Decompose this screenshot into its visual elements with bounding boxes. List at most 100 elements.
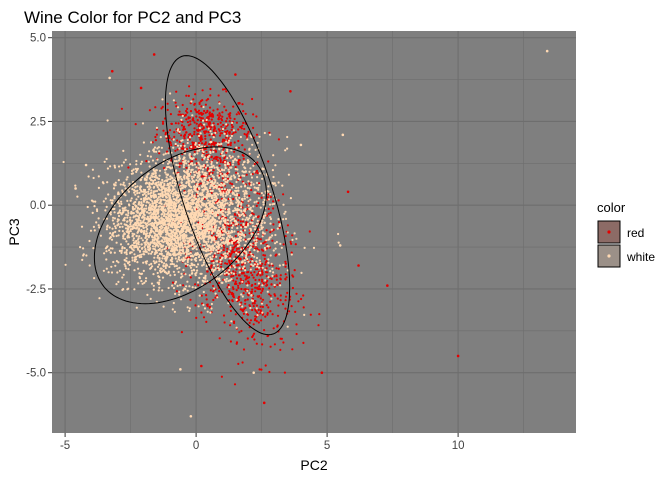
data-point-red (275, 278, 278, 281)
data-point-white (251, 254, 254, 257)
data-point-white (140, 272, 143, 276)
data-point-white (88, 264, 91, 267)
data-point-white (196, 190, 199, 193)
data-point-red (212, 169, 215, 172)
data-point-red (286, 291, 289, 294)
data-point-red (269, 294, 272, 297)
data-point-white (103, 160, 106, 163)
data-point-white (175, 160, 178, 163)
data-point-white (196, 175, 199, 178)
data-point-white (209, 189, 212, 192)
data-point-red (318, 313, 321, 316)
data-point-white (295, 237, 298, 240)
data-point-white (261, 284, 264, 287)
data-point-white (264, 214, 267, 217)
data-point-red (166, 108, 169, 111)
data-point-white (167, 188, 171, 191)
data-point-white (169, 178, 172, 181)
data-point-white (138, 249, 142, 253)
data-point-red (261, 305, 264, 308)
data-point-white (145, 194, 148, 197)
data-point-red (234, 217, 237, 220)
data-point-white (215, 249, 218, 252)
data-point-white (149, 247, 152, 250)
data-point-white (185, 285, 188, 288)
data-point-white (151, 250, 154, 254)
data-point-white (128, 260, 131, 263)
data-point-red (186, 107, 189, 110)
data-point-red (309, 313, 312, 316)
data-point-white (135, 210, 138, 213)
data-point-red (284, 265, 287, 268)
data-point-white (146, 238, 149, 241)
data-point-white (188, 136, 192, 139)
data-point-white (131, 235, 134, 238)
data-point-white (178, 249, 182, 252)
data-point-white (185, 226, 188, 229)
data-point-white (213, 243, 216, 246)
data-point-white (158, 263, 161, 266)
data-point-red (200, 142, 204, 145)
data-point-white (233, 239, 236, 242)
data-point-white (148, 150, 151, 153)
data-point-red (245, 276, 248, 279)
data-point-white (148, 212, 151, 215)
data-point-white (191, 254, 194, 257)
data-point-white (162, 241, 165, 244)
data-point-white (137, 228, 140, 231)
data-point-white (160, 224, 163, 228)
data-point-red (201, 138, 204, 141)
data-point-white (134, 186, 137, 189)
data-point-white (152, 194, 155, 197)
data-point-white (152, 284, 155, 287)
data-point-red (203, 109, 206, 113)
data-point-white (263, 232, 266, 235)
data-point-white (131, 244, 134, 247)
data-point-white (135, 244, 138, 247)
data-point-white (187, 202, 190, 205)
data-point-white (136, 192, 139, 195)
data-point-white (282, 203, 285, 206)
data-point-white (233, 257, 236, 260)
data-point-white (216, 232, 219, 235)
data-point-red (238, 274, 241, 277)
data-point-white (147, 223, 151, 226)
data-point-white (186, 306, 189, 309)
data-point-white (221, 256, 224, 259)
data-point-red (261, 298, 265, 301)
data-point-white (217, 176, 220, 179)
data-point-white (201, 235, 204, 238)
data-point-white (176, 267, 179, 270)
data-point-white (196, 269, 199, 272)
data-point-white (173, 198, 176, 201)
data-point-white (195, 271, 198, 274)
data-point-red (231, 300, 234, 303)
data-point-white (170, 207, 173, 210)
data-point-white (256, 141, 259, 144)
data-point-white (89, 229, 93, 232)
data-point-white (179, 144, 182, 147)
data-point-white (214, 292, 217, 295)
data-point-white (165, 176, 168, 179)
data-point-white (232, 185, 235, 188)
data-point-red (247, 282, 251, 285)
data-point-white (161, 178, 164, 182)
data-point-white (191, 272, 194, 275)
data-point-white (181, 237, 184, 240)
data-point-white (123, 223, 126, 226)
data-point-white (255, 235, 258, 238)
data-point-white (226, 181, 229, 184)
data-point-white (250, 252, 253, 255)
data-point-white (144, 280, 147, 283)
data-point-red (245, 173, 248, 176)
data-point-white (189, 266, 193, 269)
data-point-red (139, 86, 143, 90)
data-point-white (246, 196, 249, 199)
data-point-white (242, 222, 245, 225)
data-point-white (179, 230, 183, 233)
data-point-red (232, 295, 235, 298)
data-point-white (226, 252, 229, 255)
data-point-white (256, 250, 259, 253)
data-point-white (172, 146, 175, 149)
data-point-white (154, 182, 157, 186)
